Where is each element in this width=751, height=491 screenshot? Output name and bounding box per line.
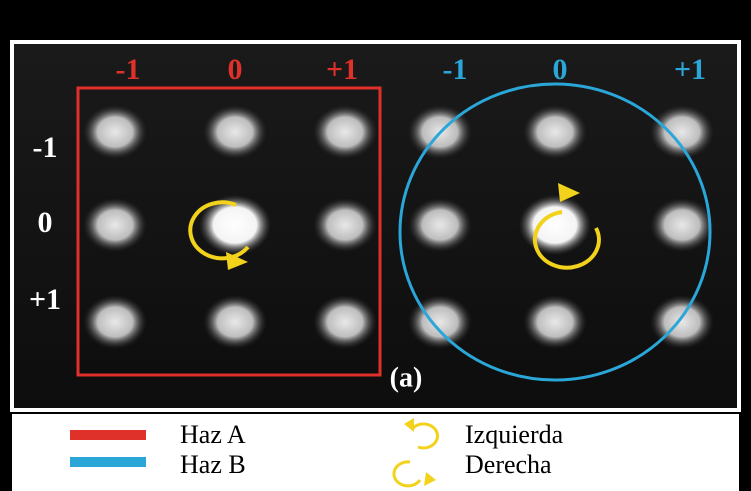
column-label: +1 <box>326 53 358 86</box>
column-label: -1 <box>116 53 141 86</box>
legend-swatch <box>70 457 146 467</box>
legend-swatch <box>70 430 146 440</box>
row-label: -1 <box>33 131 58 164</box>
column-label: +1 <box>674 53 706 86</box>
column-label: -1 <box>443 53 468 86</box>
diffraction-spot <box>203 105 267 159</box>
legend-label: Izquierda <box>465 420 564 449</box>
legend-label: Haz A <box>180 420 246 449</box>
legend-background <box>12 414 739 491</box>
diffraction-spot <box>83 295 147 349</box>
diffraction-spot <box>83 105 147 159</box>
legend-label: Derecha <box>465 450 552 479</box>
diffraction-spot <box>313 295 377 349</box>
legend-label: Haz B <box>180 450 246 479</box>
diffraction-spot <box>519 195 591 255</box>
diffraction-spot <box>313 105 377 159</box>
diffraction-spot <box>313 198 377 252</box>
diffraction-spot <box>203 295 267 349</box>
column-label: 0 <box>228 53 243 86</box>
column-label: 0 <box>553 53 568 86</box>
diffraction-spot <box>523 295 587 349</box>
panel-label: (a) <box>390 362 423 393</box>
diffraction-spot <box>83 198 147 252</box>
diffraction-spot <box>650 198 714 252</box>
diffraction-spot <box>650 105 714 159</box>
diffraction-spot <box>523 105 587 159</box>
row-label: +1 <box>29 283 61 316</box>
row-label: 0 <box>38 206 53 239</box>
diffraction-spot <box>408 198 472 252</box>
figure: -1 0 +1 -1 0 +1 -1 0 +1 (a) Haz A Haz B … <box>0 0 751 491</box>
